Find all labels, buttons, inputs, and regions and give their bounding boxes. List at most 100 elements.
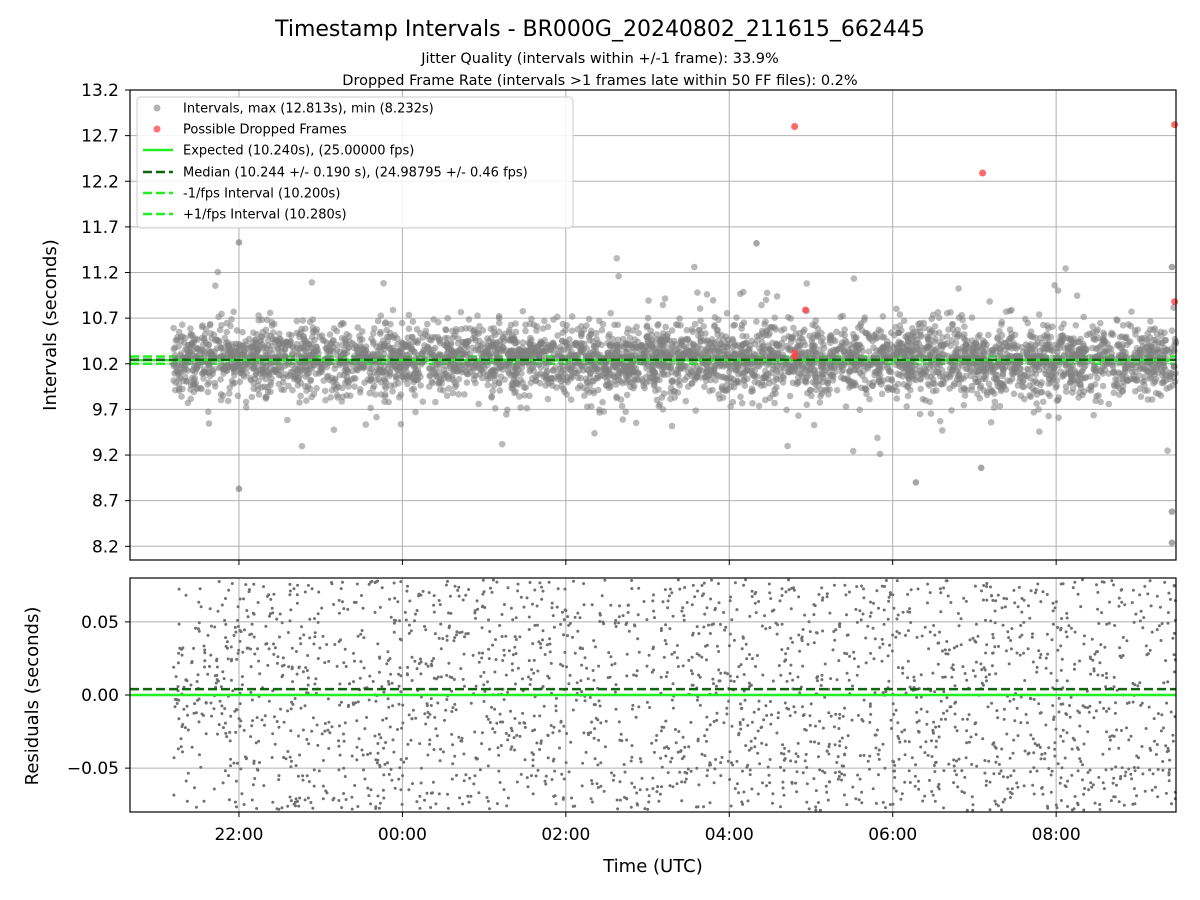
interval-point <box>998 332 1006 339</box>
residual-point <box>602 622 606 626</box>
interval-point <box>928 327 936 335</box>
interval-point <box>879 313 887 320</box>
interval-point <box>613 254 621 262</box>
interval-point <box>540 341 548 348</box>
interval-point <box>709 297 717 304</box>
interval-point <box>705 371 713 379</box>
interval-point <box>504 406 511 414</box>
residual-point <box>546 756 550 760</box>
residual-point <box>937 787 941 791</box>
interval-point <box>724 375 731 383</box>
interval-point <box>436 362 444 369</box>
interval-point <box>789 362 797 370</box>
residual-point <box>209 624 213 628</box>
interval-point <box>786 392 794 400</box>
residual-point <box>292 587 296 591</box>
residual-point <box>354 600 358 604</box>
interval-point <box>338 334 346 342</box>
residual-point <box>652 750 656 754</box>
interval-point <box>606 331 613 338</box>
interval-point <box>1168 369 1175 377</box>
interval-point <box>1111 382 1118 390</box>
residual-point <box>754 665 757 668</box>
interval-point <box>178 321 186 329</box>
interval-point <box>648 360 655 368</box>
interval-point <box>539 325 547 332</box>
residual-point <box>504 731 508 735</box>
residual-point <box>269 597 273 601</box>
interval-point <box>1038 389 1046 396</box>
interval-point <box>1053 344 1061 352</box>
interval-point <box>1079 375 1086 382</box>
residual-point <box>997 762 1001 766</box>
interval-point <box>1116 333 1124 341</box>
interval-point <box>497 347 505 355</box>
residual-point <box>424 628 428 632</box>
interval-point <box>429 334 436 341</box>
residual-point <box>575 681 579 685</box>
interval-point <box>1089 323 1096 330</box>
residual-point <box>666 771 670 775</box>
interval-point <box>1097 398 1104 406</box>
interval-point <box>762 296 770 304</box>
residual-point <box>682 614 686 618</box>
interval-point <box>308 279 316 286</box>
residual-point <box>727 699 731 703</box>
interval-point <box>697 334 704 342</box>
residual-point <box>887 599 891 603</box>
residual-point <box>560 772 564 776</box>
interval-point <box>586 337 593 344</box>
residual-point <box>610 663 614 667</box>
residual-point <box>728 674 732 678</box>
residual-point <box>955 729 959 733</box>
residual-point <box>697 783 701 787</box>
interval-point <box>243 404 250 411</box>
interval-point <box>284 416 291 424</box>
interval-point <box>892 323 899 331</box>
interval-point <box>812 374 820 381</box>
interval-point <box>532 377 540 384</box>
residual-point <box>366 786 370 790</box>
residual-point <box>938 630 941 634</box>
residual-point <box>1000 747 1004 751</box>
interval-point <box>1154 345 1162 353</box>
interval-point <box>1169 382 1176 389</box>
interval-point <box>662 323 669 331</box>
interval-point <box>1080 313 1087 321</box>
intervals-y-tick-label: 9.7 <box>92 400 119 420</box>
residual-point <box>379 736 383 740</box>
residual-point <box>630 579 634 582</box>
residual-point <box>953 725 957 729</box>
residual-point <box>344 798 348 801</box>
legend-label-expected: Expected (10.240s), (25.00000 fps) <box>183 144 414 159</box>
residual-point <box>892 786 896 790</box>
interval-point <box>377 312 385 320</box>
interval-point <box>769 391 777 398</box>
interval-point <box>615 272 622 280</box>
interval-point <box>677 322 684 329</box>
interval-point <box>810 421 818 429</box>
residual-point <box>816 679 819 683</box>
interval-point <box>753 318 760 325</box>
residual-point <box>397 702 401 706</box>
residual-point <box>506 796 510 800</box>
interval-point <box>389 347 396 355</box>
residual-point <box>308 617 312 621</box>
residual-point <box>487 657 491 661</box>
residual-point <box>993 621 997 625</box>
interval-point <box>1100 338 1108 345</box>
residual-point <box>1076 592 1080 596</box>
interval-point <box>750 350 758 358</box>
residual-point <box>358 676 362 680</box>
interval-point <box>953 376 961 383</box>
residual-point <box>549 661 553 665</box>
residual-point <box>565 665 569 669</box>
interval-point <box>643 322 651 330</box>
interval-point <box>955 314 963 321</box>
interval-point <box>727 403 734 410</box>
interval-point <box>1033 400 1040 407</box>
interval-point <box>720 363 727 370</box>
residual-point <box>786 647 790 650</box>
interval-point <box>773 342 780 349</box>
